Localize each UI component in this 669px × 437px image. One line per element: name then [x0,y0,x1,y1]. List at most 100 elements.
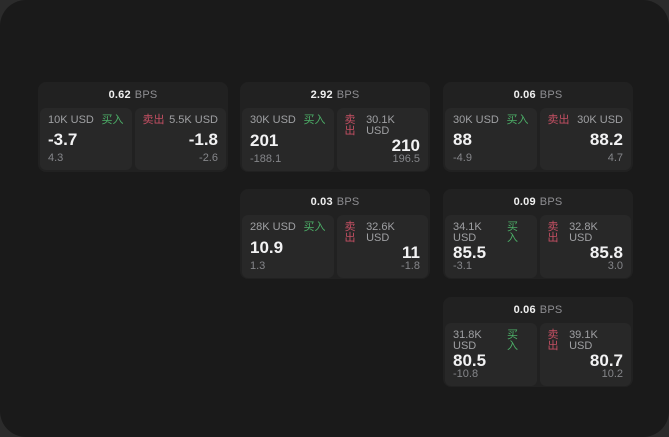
sell-panel-top: 卖出 5.5K USD [143,115,219,126]
sell-panel[interactable]: 卖出 30K USD 88.2 4.7 [539,108,631,170]
sell-price: 85.8 [589,243,623,262]
buy-panel[interactable]: 10K USD 买入 -3.7 4.3 [40,108,132,170]
panels-row: 30K USD 买入 201 -188.1 卖出 30.1K USD 210 1… [242,108,428,171]
buy-panel-top: 34.1K USD 买入 [453,222,529,244]
bps-value: 2.92 [310,89,333,101]
panels-row: 31.8K USD 买入 80.5 -10.8 卖出 39.1K USD 80.… [445,323,631,386]
quote-card: 0.03 BPS 28K USD 买入 10.9 1.3 卖出 32.6K US… [240,189,430,279]
buy-panel[interactable]: 31.8K USD 买入 80.5 -10.8 [445,323,537,386]
sell-panel[interactable]: 卖出 32.6K USD 11 -1.8 [336,215,428,278]
buy-panel-top: 30K USD 买入 [453,115,529,126]
bps-unit-label: BPS [336,196,360,208]
buy-price: -3.7 [48,130,78,149]
sell-panel[interactable]: 卖出 5.5K USD -1.8 -2.6 [134,108,226,170]
card-header: 0.06 BPS [445,297,631,323]
bps-value: 0.03 [310,196,333,208]
sell-side-label: 卖出 [547,221,559,244]
quote-card: 0.06 BPS 30K USD 买入 88 -4.9 卖出 30K USD 8… [443,82,633,172]
bps-unit-label: BPS [539,196,563,208]
buy-side-label: 买入 [506,221,518,244]
bps-value: 0.62 [108,89,131,101]
bps-value: 0.09 [513,196,536,208]
sell-price: -1.8 [188,130,218,149]
quote-card: 0.62 BPS 10K USD 买入 -3.7 4.3 卖出 5.5K USD… [38,82,228,172]
panels-row: 28K USD 买入 10.9 1.3 卖出 32.6K USD 11 -1.8 [242,215,428,278]
quote-card: 0.09 BPS 34.1K USD 买入 85.5 -3.1 卖出 32.8K… [443,189,633,279]
buy-amount: 34.1K USD [453,221,482,244]
buy-amount: 30K USD [250,114,296,126]
panels-row: 10K USD 买入 -3.7 4.3 卖出 5.5K USD -1.8 -2.… [40,108,226,170]
quote-card: 2.92 BPS 30K USD 买入 201 -188.1 卖出 30.1K … [240,82,430,172]
sell-side-label: 卖出 [547,329,559,352]
buy-change: 1.3 [250,260,266,272]
buy-change: -4.9 [453,152,472,164]
buy-amount: 10K USD [48,114,94,126]
buy-panel[interactable]: 30K USD 买入 88 -4.9 [445,108,537,170]
sell-side-label: 卖出 [344,221,356,244]
buy-panel-top: 30K USD 买入 [250,115,326,126]
sell-price: 88.2 [589,130,623,149]
sell-amount: 5.5K USD [169,114,218,126]
bps-value: 0.06 [513,304,536,316]
card-header: 0.06 BPS [445,82,631,108]
sell-price: 11 [402,243,420,262]
sell-side-label: 卖出 [547,114,570,126]
buy-panel[interactable]: 30K USD 买入 201 -188.1 [242,108,334,171]
bps-unit-label: BPS [539,89,563,101]
sell-change: -2.6 [199,152,218,164]
sell-panel-top: 卖出 32.6K USD [345,222,421,244]
buy-panel-top: 10K USD 买入 [48,115,124,126]
sell-amount: 32.8K USD [569,221,598,244]
sell-side-label: 卖出 [344,114,356,137]
buy-panel[interactable]: 28K USD 买入 10.9 1.3 [242,215,334,278]
buy-change: -10.8 [453,368,479,380]
sell-amount: 32.6K USD [366,221,395,244]
bps-unit-label: BPS [336,89,360,101]
buy-change: -188.1 [250,153,282,165]
sell-panel-top: 卖出 30K USD [548,115,624,126]
buy-price: 88 [453,130,472,149]
buy-price: 10.9 [250,237,284,257]
sell-amount: 30.1K USD [366,114,395,137]
quote-card: 0.06 BPS 31.8K USD 买入 80.5 -10.8 卖出 39.1… [443,297,633,387]
buy-side-label: 买入 [101,114,124,126]
buy-panel-top: 31.8K USD 买入 [453,330,529,352]
sell-change: 3.0 [607,260,623,272]
buy-amount: 30K USD [453,114,499,126]
sell-panel-top: 卖出 30.1K USD [345,115,421,137]
card-header: 0.62 BPS [40,82,226,108]
sell-panel-top: 卖出 39.1K USD [548,330,624,352]
sell-panel-top: 卖出 32.8K USD [548,222,624,244]
buy-side-label: 买入 [303,221,326,233]
buy-amount: 28K USD [250,221,296,233]
sell-change: 4.7 [607,152,623,164]
sell-change: 10.2 [601,368,623,380]
sell-panel[interactable]: 卖出 32.8K USD 85.8 3.0 [539,215,631,278]
buy-price: 80.5 [453,351,487,370]
bps-unit-label: BPS [539,304,563,316]
card-header: 0.09 BPS [445,189,631,215]
sell-side-label: 卖出 [142,114,165,126]
card-header: 0.03 BPS [242,189,428,215]
sell-panel[interactable]: 卖出 39.1K USD 80.7 10.2 [539,323,631,386]
buy-change: 4.3 [48,152,64,164]
sell-change: 196.5 [392,153,420,165]
sell-panel[interactable]: 卖出 30.1K USD 210 196.5 [336,108,428,171]
buy-panel-top: 28K USD 买入 [250,222,326,233]
buy-price: 201 [250,130,279,150]
buy-side-label: 买入 [506,329,518,352]
buy-side-label: 买入 [506,114,529,126]
card-header: 2.92 BPS [242,82,428,108]
buy-price: 85.5 [453,243,487,262]
buy-amount: 31.8K USD [453,329,482,352]
buy-panel[interactable]: 34.1K USD 买入 85.5 -3.1 [445,215,537,278]
panels-row: 30K USD 买入 88 -4.9 卖出 30K USD 88.2 4.7 [445,108,631,170]
sell-price: 80.7 [589,351,623,370]
sell-price: 210 [391,136,420,155]
sell-change: -1.8 [401,260,420,272]
bps-unit-label: BPS [134,89,158,101]
panels-row: 34.1K USD 买入 85.5 -3.1 卖出 32.8K USD 85.8… [445,215,631,278]
sell-amount: 39.1K USD [569,329,598,352]
